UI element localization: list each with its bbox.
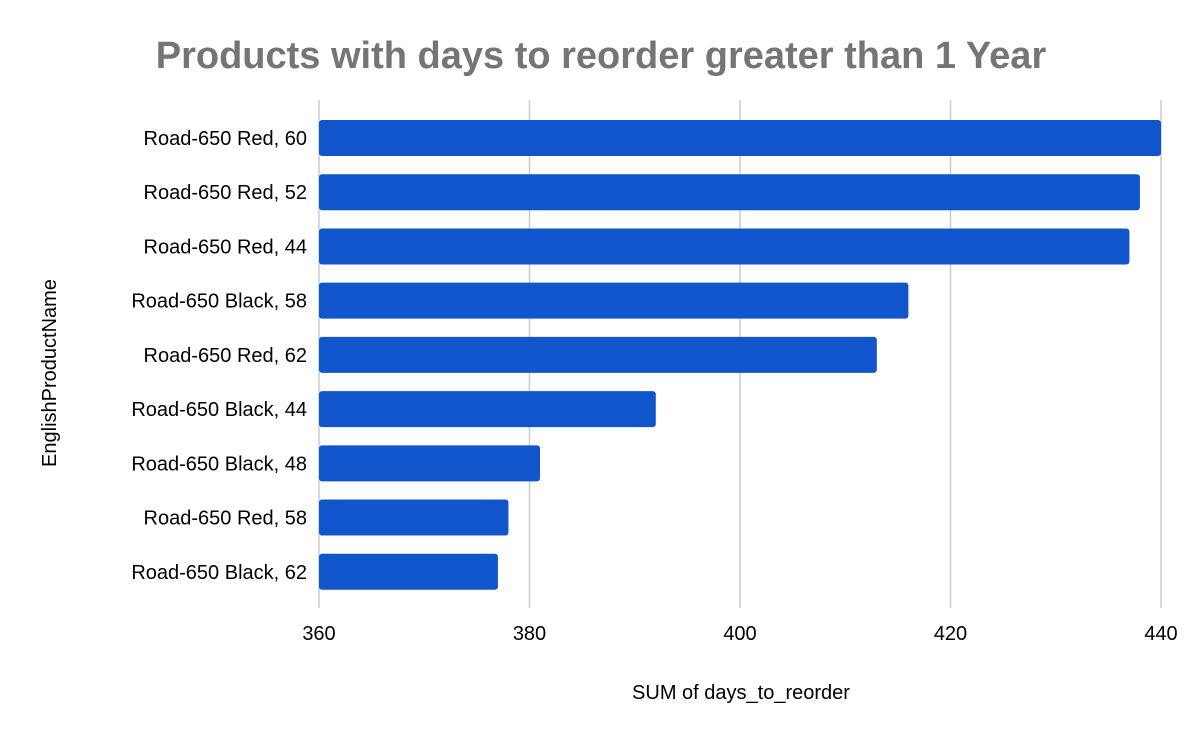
bars [319, 120, 1161, 590]
x-tick-label: 400 [723, 623, 756, 645]
category-label: Road-650 Red, 60 [144, 128, 307, 150]
category-label: Road-650 Black, 62 [131, 562, 307, 584]
bar [319, 282, 909, 319]
bar [319, 553, 498, 590]
bar [319, 499, 509, 536]
category-label: Road-650 Red, 52 [144, 182, 307, 204]
x-tick-label: 420 [934, 623, 967, 645]
bar [319, 336, 877, 373]
x-tick-label: 380 [513, 623, 546, 645]
bar [319, 174, 1140, 211]
category-labels: Road-650 Red, 60 Road-650 Red, 52 Road-650… [131, 128, 307, 584]
x-tick-labels: 360 380 400 420 440 [302, 623, 1177, 645]
category-label: Road-650 Red, 58 [144, 508, 307, 530]
bar [319, 445, 541, 482]
category-label: Road-650 Black, 48 [131, 453, 307, 475]
category-label: Road-650 Black, 44 [131, 399, 307, 421]
x-tick-label: 440 [1144, 623, 1177, 645]
category-label: Road-650 Red, 44 [144, 236, 307, 258]
bar [319, 228, 1130, 265]
x-tick-label: 360 [302, 623, 335, 645]
bar [319, 120, 1161, 156]
chart-title: Products with days to reorder greater th… [156, 35, 1047, 77]
category-label: Road-650 Red, 62 [144, 345, 307, 367]
y-axis-title: EnglishProductName [39, 279, 61, 467]
bar [319, 391, 656, 428]
category-label: Road-650 Black, 58 [131, 291, 307, 313]
x-axis-title: SUM of days_to_reorder [632, 682, 850, 704]
